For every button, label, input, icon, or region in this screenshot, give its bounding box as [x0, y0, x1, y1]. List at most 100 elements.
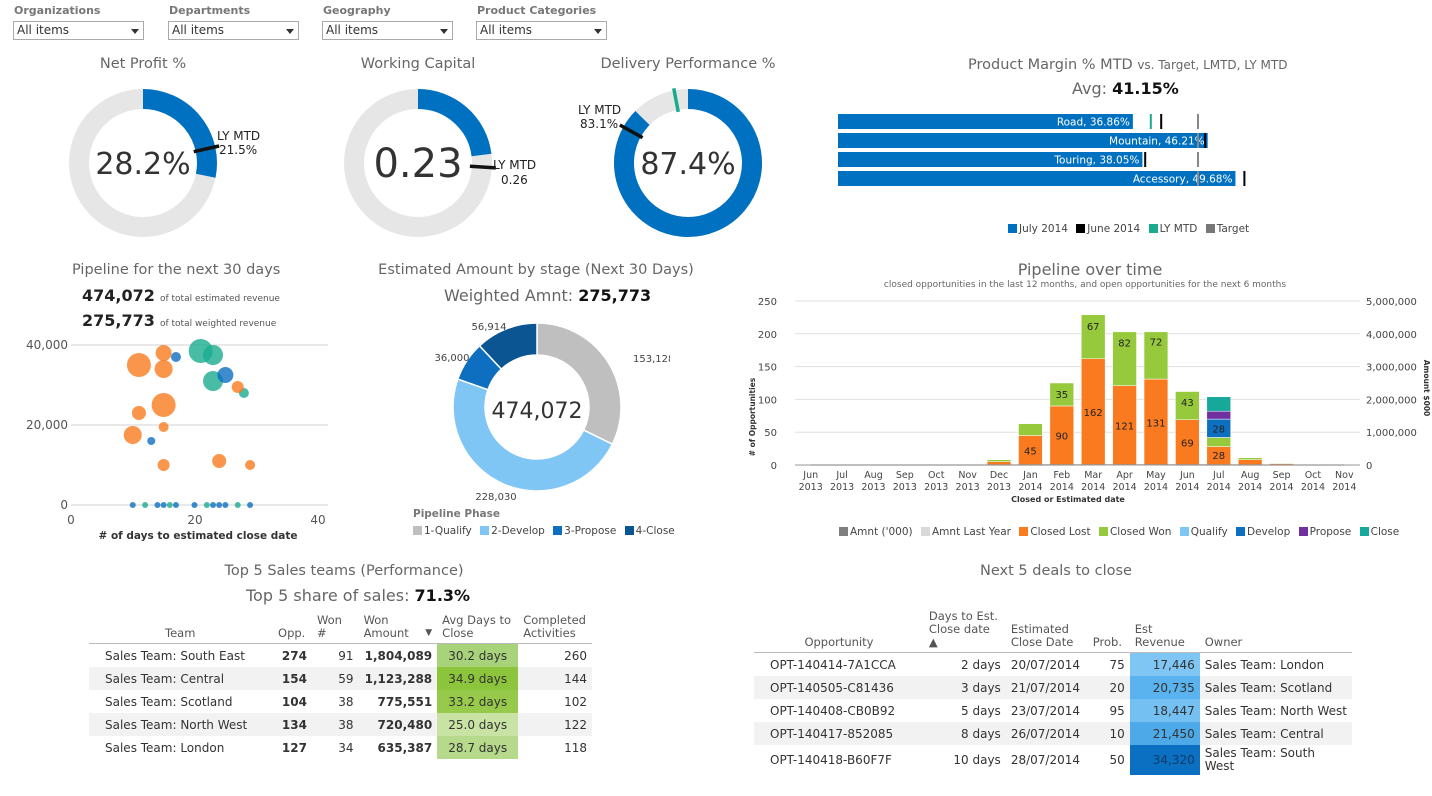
filter-select-geography[interactable]: All items	[322, 21, 453, 40]
scatter-point[interactable]	[216, 502, 223, 508]
margin-bar[interactable]	[838, 171, 1236, 186]
filter-value: All items	[17, 23, 70, 37]
scatter-point[interactable]	[222, 502, 229, 508]
col-header-avg-days[interactable]: Avg Days to Close	[442, 613, 512, 640]
col-header-won[interactable]: Won #	[316, 613, 342, 640]
scatter-point[interactable]	[142, 502, 149, 508]
scatter-point[interactable]	[247, 502, 254, 508]
pipeline30-title: Pipeline for the next 30 days	[72, 262, 281, 278]
donut-slice[interactable]	[452, 378, 614, 492]
chevron-down-icon	[286, 29, 294, 34]
scatter-point[interactable]	[154, 360, 173, 378]
x-tick-label: 0	[67, 513, 75, 527]
stacked-bar-segment[interactable]	[1269, 462, 1294, 464]
col-header-revenue[interactable]: Est Revenue	[1134, 622, 1185, 649]
scatter-point[interactable]	[154, 502, 161, 508]
legend-item: 2-Develop	[491, 525, 545, 537]
scatter-point[interactable]	[170, 352, 181, 362]
stacked-bar-segment[interactable]	[1237, 459, 1263, 466]
y-tick-label: 0	[771, 461, 777, 472]
scatter-point[interactable]	[212, 454, 227, 468]
col-header-won-amount[interactable]: Won Amount ▼	[359, 614, 438, 644]
donut-center-value: 474,072	[492, 399, 583, 424]
stacked-bar-segment[interactable]	[986, 459, 1012, 462]
col-header-days[interactable]: Days to Est. Close date ▲	[928, 609, 998, 649]
scatter-point[interactable]	[126, 353, 151, 377]
table-row: Sales Team: London 127 34 635,387 28.7 d…	[89, 736, 592, 759]
stacked-bar-segment[interactable]	[1081, 314, 1106, 359]
donut-slice[interactable]	[536, 322, 622, 446]
margin-bar[interactable]	[838, 133, 1208, 148]
donut-slice[interactable]	[478, 322, 538, 371]
ly-label: LY MTD	[493, 158, 536, 172]
scatter-point[interactable]	[160, 502, 167, 508]
scatter-point[interactable]	[131, 406, 146, 420]
stacked-bar-segment[interactable]	[1206, 410, 1231, 420]
stacked-bar-segment[interactable]	[1206, 437, 1231, 447]
stacked-bar-segment[interactable]	[1049, 382, 1074, 407]
scatter-point[interactable]	[210, 502, 217, 508]
stacked-bar-segment[interactable]	[1018, 423, 1043, 436]
table-row: Sales Team: Scotland 104 38 775,551 33.2…	[89, 690, 592, 713]
scatter-point[interactable]	[157, 459, 170, 471]
filter-select-departments[interactable]: All items	[168, 21, 299, 40]
x-tick-label: Jan	[1022, 470, 1038, 481]
col-header-team[interactable]: Team	[165, 626, 196, 640]
scatter-point[interactable]	[172, 502, 179, 508]
legend-swatch	[413, 525, 422, 535]
stacked-bar-segment[interactable]	[1237, 457, 1263, 461]
x-tick-label: 2014	[1207, 482, 1231, 493]
col-header-prob[interactable]: Prob.	[1092, 635, 1122, 649]
filter-select-product-categories[interactable]: All items	[476, 21, 607, 40]
scatter-point[interactable]	[123, 426, 142, 444]
stacked-bar-segment[interactable]	[1143, 331, 1169, 380]
stacked-bar-segment[interactable]	[1112, 331, 1137, 386]
date-cell: 20/07/2014	[1010, 657, 1080, 672]
chevron-down-icon	[131, 29, 139, 34]
bar-value-label: 90	[1055, 431, 1068, 442]
x-tick-label: 2014	[1175, 482, 1199, 493]
scatter-point[interactable]	[129, 502, 136, 508]
scatter-point[interactable]	[203, 345, 224, 365]
scatter-point[interactable]	[158, 422, 169, 432]
legend-swatch	[1148, 223, 1158, 233]
table-row[interactable]: OPT-140418-B60F7F 10 days 28/07/2014 50 …	[754, 745, 1352, 775]
revenue-cell: 17,446	[1129, 652, 1200, 676]
x-tick-label: Oct	[1305, 470, 1322, 481]
margin-bar[interactable]	[838, 114, 1133, 129]
filter-select-organizations[interactable]: All items	[13, 21, 144, 40]
avg-days-cell: 25.0 days	[437, 713, 519, 736]
prob-cell: 20	[1087, 676, 1130, 699]
stacked-bar-segment[interactable]	[1175, 391, 1200, 420]
table-row[interactable]: OPT-140417-852085 8 days 26/07/2014 10 2…	[754, 722, 1352, 745]
table-row[interactable]: OPT-140414-7A1CCA 2 days 20/07/2014 75 1…	[754, 652, 1352, 676]
col-header-opp[interactable]: Opp.	[278, 626, 306, 640]
prob-cell: 10	[1087, 722, 1130, 745]
col-header-owner[interactable]: Owner	[1204, 635, 1243, 649]
col-header-close-date[interactable]: Estimated Close Date	[1010, 622, 1074, 649]
total-label: of total estimated revenue	[159, 294, 280, 304]
amount-cell: 775,551	[377, 694, 433, 709]
stacked-bar-segment[interactable]	[1206, 396, 1231, 412]
legend-swatch	[624, 525, 634, 535]
scatter-point[interactable]	[155, 345, 172, 361]
scatter-point[interactable]	[203, 502, 210, 508]
scatter-point[interactable]	[151, 393, 176, 417]
col-header-activities[interactable]: Completed Activities	[523, 613, 586, 640]
ly-marker	[619, 123, 644, 140]
scatter-point[interactable]	[147, 437, 156, 445]
scatter-point[interactable]	[191, 502, 198, 508]
scatter-point[interactable]	[217, 367, 234, 383]
scatter-point[interactable]	[231, 381, 244, 393]
col-header-opportunity[interactable]: Opportunity	[804, 635, 874, 649]
y-tick-label: 200	[758, 330, 777, 341]
prob-cell: 50	[1109, 753, 1125, 767]
legend-item: 4-Close	[635, 525, 675, 537]
slice-label: 153,128	[633, 354, 670, 365]
scatter-point[interactable]	[245, 460, 256, 470]
scatter-point[interactable]	[166, 502, 173, 508]
table-row[interactable]: OPT-140408-CB0B92 5 days 23/07/2014 95 1…	[754, 699, 1352, 722]
table-row[interactable]: OPT-140505-C81436 3 days 21/07/2014 20 2…	[754, 676, 1352, 699]
margin-bar[interactable]	[838, 152, 1143, 167]
scatter-point[interactable]	[234, 502, 241, 508]
